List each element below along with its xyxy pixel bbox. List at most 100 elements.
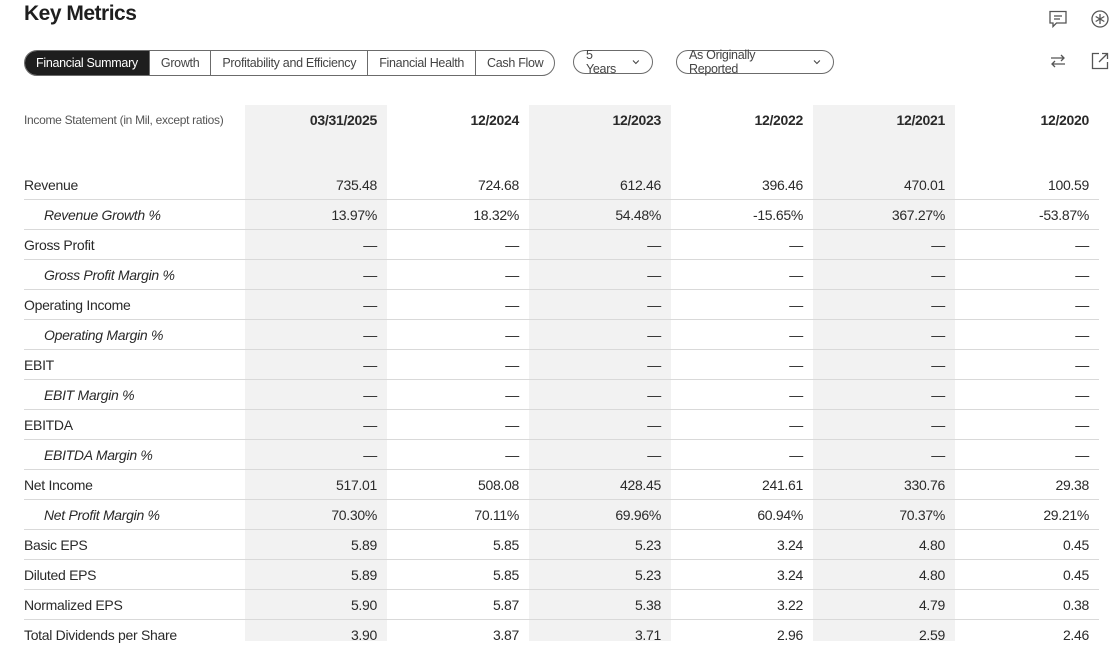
export-icon[interactable] — [1089, 50, 1111, 72]
table-cell: 517.01 — [245, 470, 387, 500]
table-cell: 3.90 — [245, 620, 387, 649]
tab-financial-health[interactable]: Financial Health — [367, 51, 475, 75]
table-cell: -53.87% — [955, 200, 1099, 230]
row-label: Diluted EPS — [24, 560, 245, 590]
table-cell: 0.45 — [955, 530, 1099, 560]
table-cell: — — [813, 440, 955, 470]
table-row: EBIT—————— — [24, 350, 1099, 380]
table-cell: 5.85 — [387, 560, 529, 590]
table-cell: 3.24 — [671, 560, 813, 590]
row-label: Net Profit Margin % — [24, 500, 245, 530]
table-cell: — — [245, 440, 387, 470]
row-label: EBIT Margin % — [24, 380, 245, 410]
row-label: Total Dividends per Share — [24, 620, 245, 649]
table-cell: 69.96% — [529, 500, 671, 530]
table-cell: — — [955, 410, 1099, 440]
table-cell: 724.68 — [387, 170, 529, 200]
table-cell: — — [387, 440, 529, 470]
table-label-header: Income Statement (in Mil, except ratios) — [24, 105, 245, 170]
table-cell: — — [245, 290, 387, 320]
table-cell: — — [387, 320, 529, 350]
header-actions — [1047, 8, 1111, 30]
table-cell: — — [813, 230, 955, 260]
table-cell: 29.21% — [955, 500, 1099, 530]
table-cell: — — [671, 320, 813, 350]
period-dropdown[interactable]: 5 Years — [573, 50, 653, 74]
tab-cash-flow[interactable]: Cash Flow — [475, 51, 554, 75]
table-cell: 5.89 — [245, 530, 387, 560]
table-cell: — — [671, 440, 813, 470]
table-cell: — — [529, 380, 671, 410]
row-label: Operating Income — [24, 290, 245, 320]
table-cell: — — [813, 290, 955, 320]
table-cell: — — [529, 350, 671, 380]
page-title: Key Metrics — [24, 2, 136, 26]
column-header: 12/2024 — [387, 105, 529, 170]
table-row: Operating Margin %—————— — [24, 320, 1099, 350]
table-cell: 5.85 — [387, 530, 529, 560]
table-cell: 3.87 — [387, 620, 529, 649]
table-cell: — — [245, 320, 387, 350]
table-cell: — — [813, 380, 955, 410]
table-row: EBIT Margin %—————— — [24, 380, 1099, 410]
table-cell: 0.45 — [955, 560, 1099, 590]
table-cell: 470.01 — [813, 170, 955, 200]
table-cell: 4.79 — [813, 590, 955, 620]
table-cell: — — [387, 290, 529, 320]
tab-profitability-and-efficiency[interactable]: Profitability and Efficiency — [210, 51, 367, 75]
table-cell: 428.45 — [529, 470, 671, 500]
table-cell: 4.80 — [813, 560, 955, 590]
tab-growth[interactable]: Growth — [149, 51, 211, 75]
table-cell: — — [387, 230, 529, 260]
table-cell: — — [671, 260, 813, 290]
table-cell: — — [955, 260, 1099, 290]
table-cell: 100.59 — [955, 170, 1099, 200]
reporting-dropdown[interactable]: As Originally Reported — [676, 50, 834, 74]
table-cell: -15.65% — [671, 200, 813, 230]
tab-financial-summary[interactable]: Financial Summary — [25, 51, 149, 75]
table-cell: — — [387, 350, 529, 380]
table-cell: 367.27% — [813, 200, 955, 230]
table-cell: — — [529, 410, 671, 440]
table-cell: 241.61 — [671, 470, 813, 500]
table-cell: — — [387, 410, 529, 440]
row-label: Gross Profit Margin % — [24, 260, 245, 290]
table-cell: — — [955, 230, 1099, 260]
table-cell: 18.32% — [387, 200, 529, 230]
table-cell: 2.59 — [813, 620, 955, 649]
table-cell: — — [671, 380, 813, 410]
table-cell: — — [245, 260, 387, 290]
table-cell: 2.46 — [955, 620, 1099, 649]
table-cell: — — [529, 290, 671, 320]
comment-icon[interactable] — [1047, 8, 1069, 30]
table-cell: — — [529, 230, 671, 260]
column-header: 12/2020 — [955, 105, 1099, 170]
table-cell: — — [813, 260, 955, 290]
swap-icon[interactable] — [1047, 50, 1069, 72]
table-row: Gross Profit—————— — [24, 230, 1099, 260]
table-row: Gross Profit Margin %—————— — [24, 260, 1099, 290]
table-row: EBITDA Margin %—————— — [24, 440, 1099, 470]
table-row: Operating Income—————— — [24, 290, 1099, 320]
row-label: EBITDA Margin % — [24, 440, 245, 470]
table-cell: — — [529, 260, 671, 290]
chevron-down-icon — [632, 58, 640, 66]
table-cell: — — [671, 350, 813, 380]
table-cell: 612.46 — [529, 170, 671, 200]
column-header: 12/2022 — [671, 105, 813, 170]
table-cell: — — [387, 260, 529, 290]
table-cell: 2.96 — [671, 620, 813, 649]
row-label: Normalized EPS — [24, 590, 245, 620]
column-header: 12/2023 — [529, 105, 671, 170]
table-cell: — — [955, 380, 1099, 410]
table-cell: — — [529, 440, 671, 470]
table-cell: 5.23 — [529, 530, 671, 560]
settings-icon[interactable] — [1089, 8, 1111, 30]
table-cell: 735.48 — [245, 170, 387, 200]
table-cell: 396.46 — [671, 170, 813, 200]
table-cell: — — [245, 230, 387, 260]
